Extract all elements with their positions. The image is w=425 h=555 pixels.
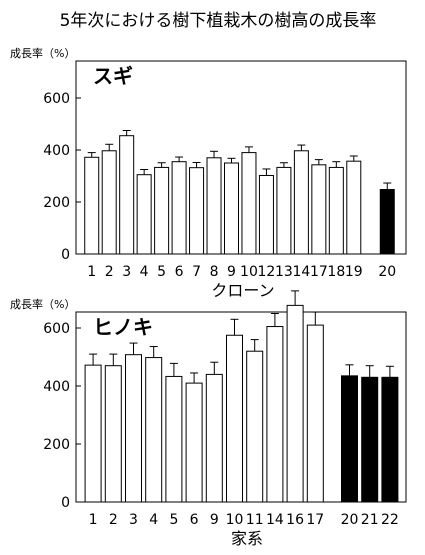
bar [381,376,399,503]
bar [361,376,379,503]
bar [206,157,222,255]
bar [189,167,205,255]
bar [224,162,239,255]
x-tick-label: 8 [210,264,219,280]
panel-label: スギ [93,64,133,88]
y-tick-label: 600 [43,321,70,337]
panel-label: ヒノキ [93,315,153,339]
x-tick-label: 3 [122,264,131,280]
bar [258,174,274,255]
bar [84,364,102,503]
bar [276,166,292,255]
x-tick-label: 22 [381,512,399,528]
x-tick-label: 6 [175,264,184,280]
bar [341,375,358,503]
bar [125,354,142,503]
bar [171,161,187,255]
chart-hinoki: 成長率（%） ヒノキ 0 200 400 600 1 2 3 4 5 6 9 10 11 14 16 17 20 21… [10,290,407,548]
bar [101,150,117,255]
bar [311,164,327,255]
bar [104,365,122,503]
x-tick-label: 21 [361,512,379,528]
bar [185,382,203,503]
x-tick-label: 18 [327,264,345,280]
bar [241,152,257,255]
x-tick-label: 3 [129,512,138,528]
x-axis-label: クローン [211,281,274,300]
y-tick-label: 600 [43,91,70,107]
x-tick-label: 5 [169,512,178,528]
bar [246,350,264,503]
y-tick-label: 200 [43,195,70,211]
bar [84,156,100,255]
x-tick-label: 4 [140,264,149,280]
x-tick-label: 20 [341,512,359,528]
y-tick-label: 0 [61,247,70,263]
x-tick-label: 6 [190,512,199,528]
bar [293,150,309,255]
x-tick-label: 14 [266,512,284,528]
bar [136,174,152,255]
bar [328,166,344,255]
x-tick-label: 17 [310,264,328,280]
x-tick-label: 4 [149,512,158,528]
x-tick-label: 1 [87,264,96,280]
x-tick-label: 2 [105,264,114,280]
x-tick-label: 12 [258,264,276,280]
y-tick-label: 0 [61,495,70,511]
y-tick-label: 200 [43,437,70,453]
bar [165,375,183,503]
y-axis-label: 成長率（%） [10,297,75,311]
x-tick-label: 19 [345,264,363,280]
x-tick-label: 7 [192,264,201,280]
x-axis-label: 家系 [231,529,263,548]
x-tick-label: 16 [286,512,304,528]
bar [154,166,170,255]
x-tick-label: 10 [226,512,244,528]
y-tick-label: 400 [43,379,70,395]
bar [205,373,223,503]
x-tick-label: 1 [89,512,98,528]
bar [145,357,163,503]
bar [119,135,135,255]
y-tick-label: 400 [43,143,70,159]
bar [346,160,362,255]
figure-title: 5年次における樹下植栽木の樹高の成長率 [60,11,377,31]
x-tick-label: 20 [378,264,396,280]
x-tick-label: 5 [157,264,166,280]
x-tick-label: 10 [240,264,258,280]
bar [379,189,395,255]
x-tick-label: 9 [210,512,219,528]
bar [266,326,284,503]
x-tick-label: 2 [109,512,118,528]
bar [226,334,243,503]
plot-frame [75,60,407,255]
bar [286,304,304,503]
y-axis-label: 成長率（%） [10,46,75,60]
x-tick-label: 9 [227,264,236,280]
x-tick-label: 11 [246,512,264,528]
x-tick-label: 17 [306,512,324,528]
x-tick-label: 13 [275,264,293,280]
x-tick-label: 14 [292,264,310,280]
bar [306,324,324,503]
